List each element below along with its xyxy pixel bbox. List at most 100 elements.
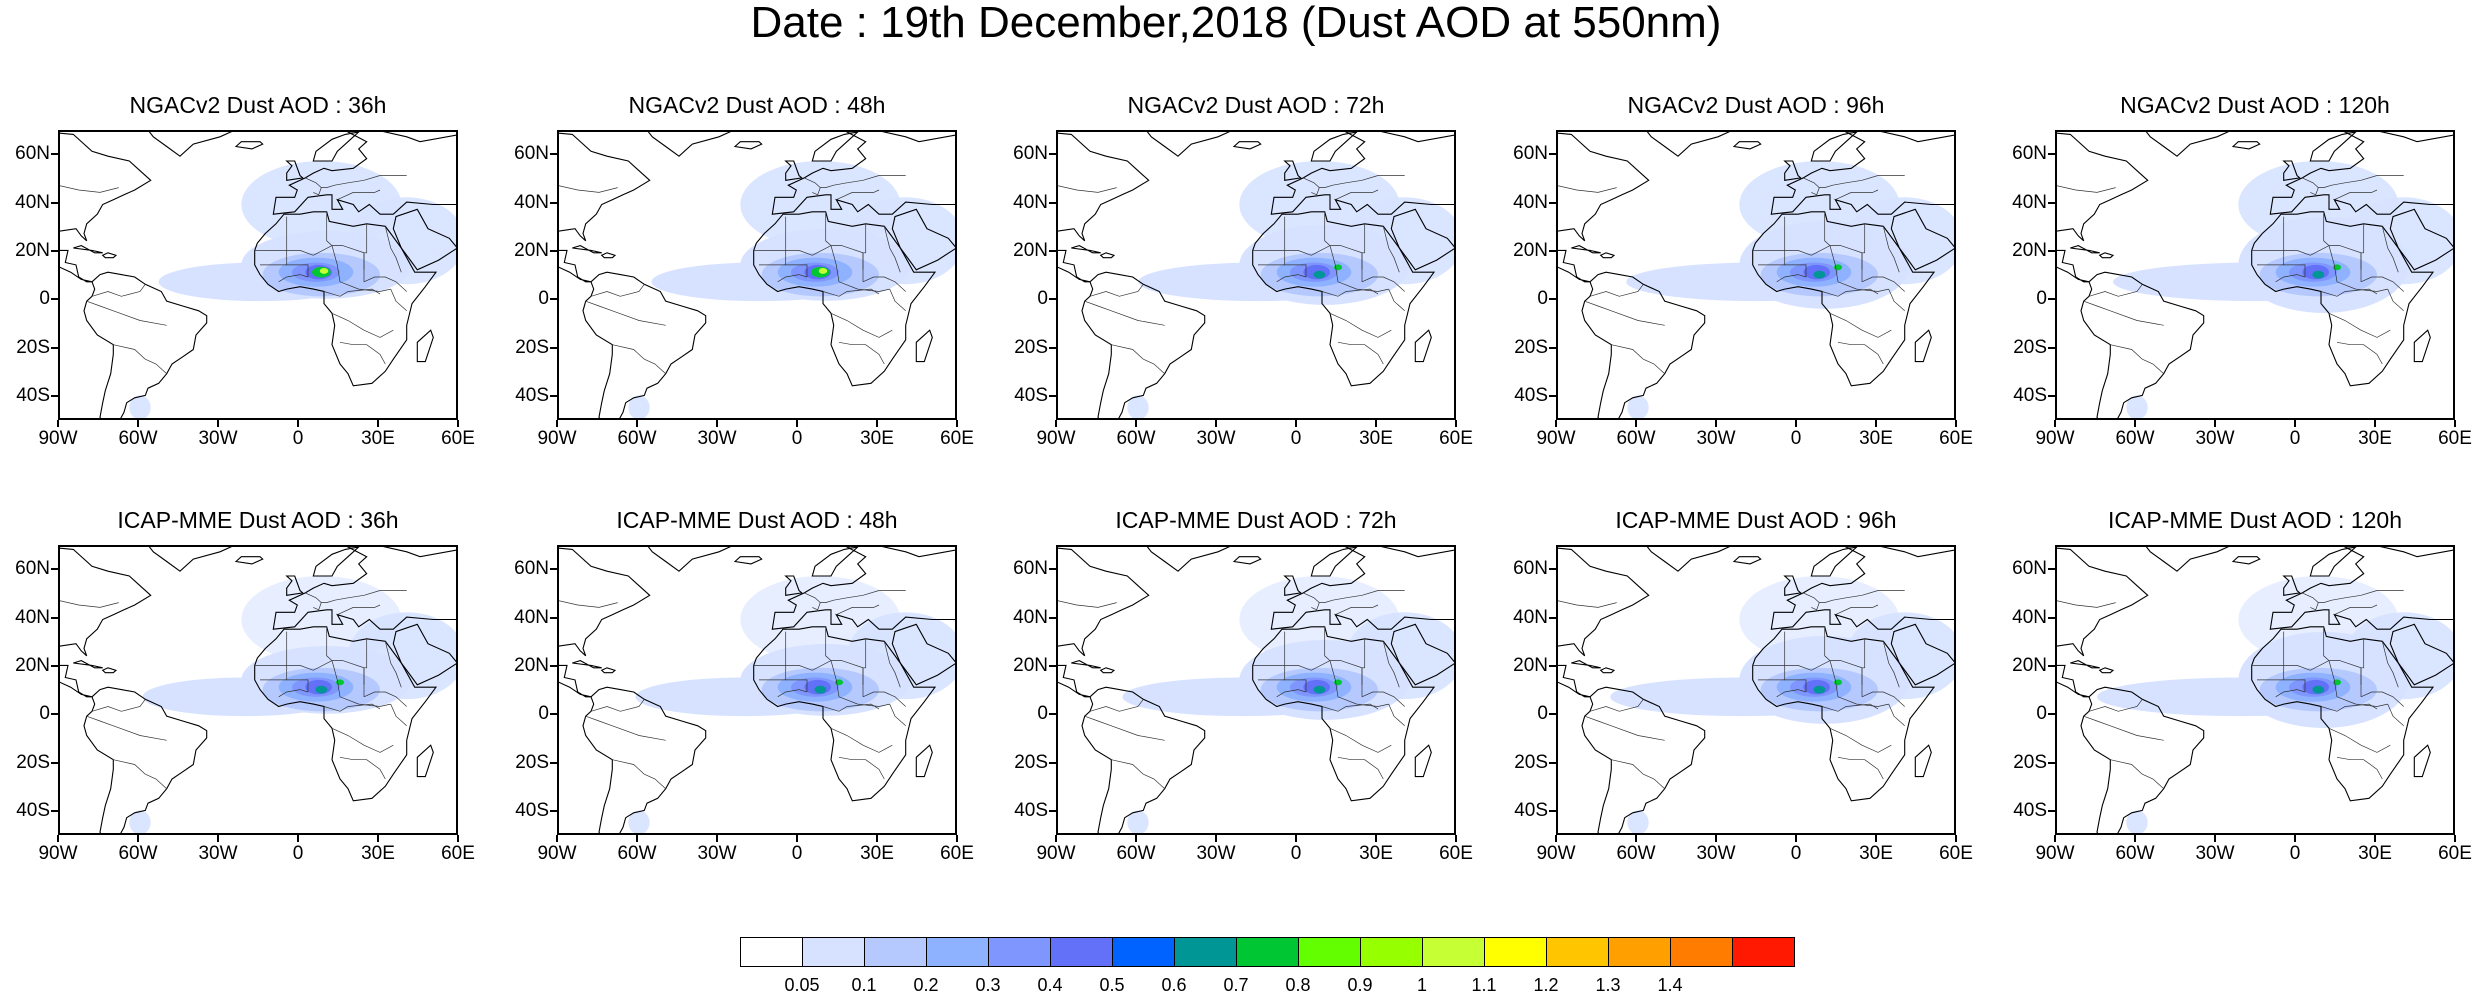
coastline (2145, 132, 2229, 157)
coastline (148, 132, 232, 157)
lat-tick (51, 664, 58, 667)
coastline (600, 667, 617, 674)
lon-tick-label: 90W (1036, 428, 1076, 449)
lat-tick-label: 40N (1013, 606, 1048, 628)
lon-tick-label: 90W (38, 843, 78, 864)
country-border (2360, 691, 2404, 707)
lon-tick (1135, 835, 1137, 842)
country-border (145, 358, 167, 374)
country-border (559, 600, 618, 608)
country-border (1882, 226, 1900, 273)
coastline (1752, 626, 1936, 802)
lat-tick-label: 20N (2012, 239, 2047, 261)
lon-tick (1875, 835, 1877, 842)
country-border (644, 358, 666, 374)
coastline (1646, 132, 1730, 157)
lon-tick (1215, 420, 1217, 427)
lon-tick-label: 30W (697, 843, 737, 864)
country-border (2088, 284, 2143, 297)
lat-tick-label: 20S (1014, 751, 1048, 773)
colorbar-swatch (1112, 937, 1175, 967)
lon-tick-label: 90W (1536, 428, 1576, 449)
country-border (1361, 276, 1405, 292)
country-border (830, 312, 893, 338)
country-border (2360, 638, 2365, 697)
country-border (2057, 600, 2116, 608)
coastline (416, 329, 434, 363)
coastline (1081, 686, 1206, 833)
country-border (2387, 288, 2404, 312)
coastline (2070, 245, 2100, 254)
lat-tick-label: 40N (15, 191, 50, 213)
colorbar-swatch (1236, 937, 1299, 967)
coastline (2057, 132, 2149, 283)
country-border (1835, 189, 1879, 201)
coastline (811, 547, 859, 577)
dust-aod-map (60, 547, 456, 833)
panel-title: NGACv2 Dust AOD : 36h (129, 92, 387, 118)
lat-tick (550, 249, 557, 252)
coastline (1890, 208, 1954, 271)
country-border (390, 288, 407, 312)
lon-tick-label: 60W (617, 843, 657, 864)
lat-tick-label: 40S (1014, 384, 1048, 406)
country-border (777, 274, 808, 283)
country-border (1276, 274, 1307, 283)
lat-tick (1549, 201, 1556, 204)
coastline (1783, 160, 1802, 181)
lon-tick (2134, 420, 2136, 427)
lon-tick-label: 60E (441, 843, 475, 864)
panel-title: NGACv2 Dust AOD : 96h (1627, 92, 1885, 118)
country-border (2323, 626, 2330, 661)
lat-tick-label: 20S (1014, 336, 1048, 358)
coastline (1558, 132, 1650, 283)
lon-tick (57, 835, 59, 842)
colorbar-label: 1.4 (1657, 975, 1683, 995)
lat-tick-label: 60N (2012, 558, 2047, 580)
lon-tick (2214, 835, 2216, 842)
lon-tick (796, 835, 798, 842)
lon-tick (1635, 835, 1637, 842)
colorbar-swatch (1174, 937, 1237, 967)
lat-tick-label: 20N (1513, 654, 1548, 676)
lon-tick-label: 30W (2195, 843, 2235, 864)
country-border (145, 773, 167, 789)
country-border (1335, 604, 1379, 616)
country-border (862, 276, 906, 292)
country-border (830, 245, 890, 292)
country-border (804, 175, 906, 188)
country-border (331, 245, 391, 292)
lat-tick-label: 20N (514, 239, 549, 261)
coastline (1783, 575, 1802, 596)
lat-tick-label: 40N (514, 191, 549, 213)
country-border (1584, 715, 1665, 741)
lat-tick (51, 153, 58, 156)
coastline (101, 252, 118, 259)
lon-tick (457, 835, 459, 842)
coastline (1252, 211, 1436, 387)
country-border (2310, 602, 2319, 611)
coastline (771, 132, 955, 215)
country-border (254, 245, 365, 270)
lat-tick (550, 346, 557, 349)
lon-tick-label: 30E (860, 843, 894, 864)
country-border (1584, 300, 1665, 326)
lon-tick-label: 30E (1359, 843, 1393, 864)
coastline (83, 686, 208, 833)
country-border (113, 759, 146, 775)
country-border (390, 703, 407, 727)
coastline (272, 132, 456, 215)
coastline (559, 547, 651, 698)
lat-tick (1049, 153, 1056, 156)
aod-contour-0.6 (814, 685, 827, 694)
aod-shading-patagonia (129, 395, 151, 418)
country-border (2142, 358, 2164, 374)
lat-tick (2048, 616, 2055, 619)
coastline (784, 575, 803, 596)
lon-tick (1715, 835, 1717, 842)
lon-tick (876, 420, 878, 427)
lon-tick (137, 835, 139, 842)
country-border (2328, 245, 2388, 292)
country-border (91, 284, 146, 297)
colorbar-swatch (802, 937, 865, 967)
